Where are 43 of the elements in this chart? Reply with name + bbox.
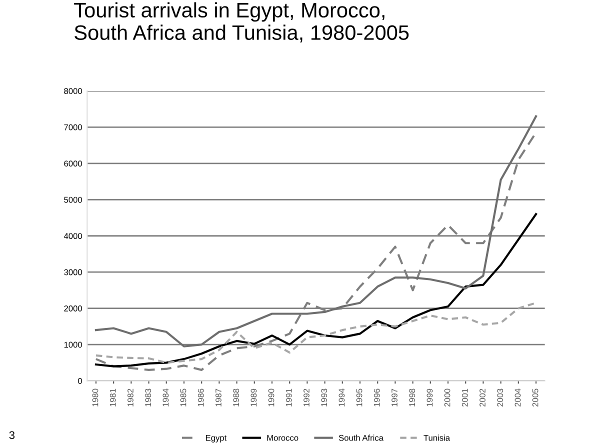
y-tick-label: 4000 [64,233,82,239]
x-tick-label: 1982 [128,388,134,406]
x-tick-label: 2001 [462,388,468,407]
x-tick-label: 1989 [250,388,257,406]
x-tick-label: 1992 [304,388,310,406]
x-tick-label: 1993 [321,388,328,406]
x-tick-label: 1984 [162,388,169,406]
x-tick-label: 2003 [497,388,504,407]
y-tick-label: 1000 [64,342,82,348]
x-tick-label: 1997 [392,388,398,406]
x-tick-label: 1994 [338,388,345,406]
x-tick-label: 1986 [198,388,204,406]
chart-title: Tourist arrivals in Egypt, Morocco, South Africa and Tunisia, 1980-2005 [74,2,409,42]
x-tick-label: 1998 [409,388,416,406]
x-tick-label: 2004 [514,388,521,407]
x-tick-label: 1988 [233,388,240,406]
x-tick-label: 1981 [110,388,116,406]
legend-label: Morocco [267,434,298,441]
line-series [94,213,538,368]
y-tick-label: 2000 [64,306,82,312]
x-tick-label: 1983 [145,388,152,406]
x-tick-label: 2002 [480,388,486,407]
y-tick-label: 8000 [64,88,82,94]
y-tick-label: 6000 [64,160,82,167]
y-tick-label: 5000 [64,196,82,203]
y-tick-label: 0 [78,378,82,384]
x-tick-label: 1987 [216,388,222,406]
legend-label: South Africa [338,434,384,441]
y-tick-label: 7000 [64,124,82,130]
legend-label: Tunisia [424,434,450,441]
x-tick-label: 1996 [374,388,380,406]
legend-label: Egypt [206,434,227,442]
x-tick-label: 1985 [180,388,186,406]
text: 3 [9,431,15,440]
x-tick-label: 1990 [268,388,274,406]
x-tick-label: 1995 [356,388,362,406]
line-series [94,115,538,348]
x-tick-label: 1999 [426,388,433,406]
y-tick-label: 3000 [64,269,82,276]
x-tick-label: 1991 [286,388,292,406]
x-tick-label: 2000 [444,388,450,407]
x-tick-label: 1980 [92,388,98,406]
x-tick-label: 2005 [532,388,538,407]
